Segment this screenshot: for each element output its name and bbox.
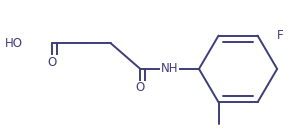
- Text: F: F: [277, 29, 284, 42]
- Text: O: O: [136, 81, 145, 94]
- Text: NH: NH: [161, 62, 178, 75]
- Text: O: O: [48, 56, 57, 69]
- Text: HO: HO: [5, 37, 23, 50]
